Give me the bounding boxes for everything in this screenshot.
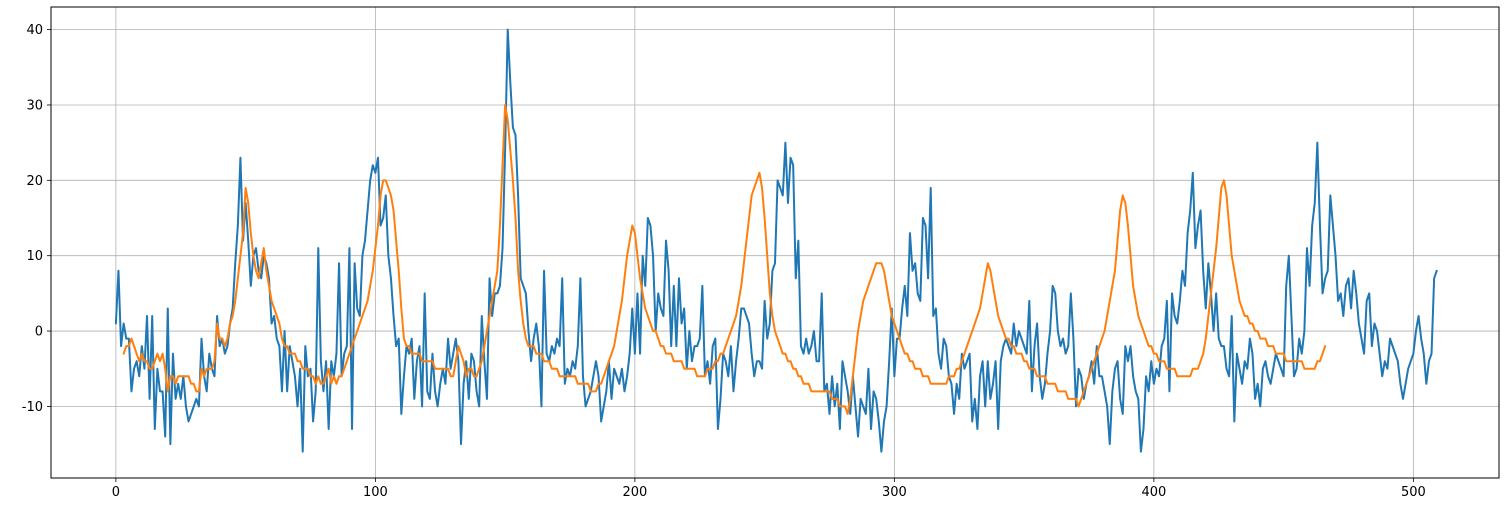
y-tick-label: -10 — [22, 400, 43, 415]
series-line-2 — [122, 103, 1327, 415]
series-line-1 — [114, 28, 1438, 453]
x-tick-label: 100 — [363, 485, 388, 500]
x-tick-label: 300 — [882, 485, 907, 500]
y-tick-label: 20 — [26, 174, 43, 189]
y-tick-label: 10 — [26, 249, 43, 264]
x-tick-label: 0 — [112, 485, 120, 500]
y-tick-label: 0 — [35, 325, 43, 340]
x-tick-label: 500 — [1401, 485, 1426, 500]
x-tick-label: 200 — [622, 485, 647, 500]
grid — [51, 7, 1499, 478]
axis-ticks: 0 100 200 300 400 500 -10 0 10 20 30 40 — [22, 23, 1426, 500]
y-tick-label: 30 — [26, 98, 43, 113]
y-tick-label: 40 — [26, 23, 43, 38]
series-group — [114, 28, 1438, 453]
x-tick-label: 400 — [1141, 485, 1166, 500]
plot-frame — [50, 6, 1500, 479]
